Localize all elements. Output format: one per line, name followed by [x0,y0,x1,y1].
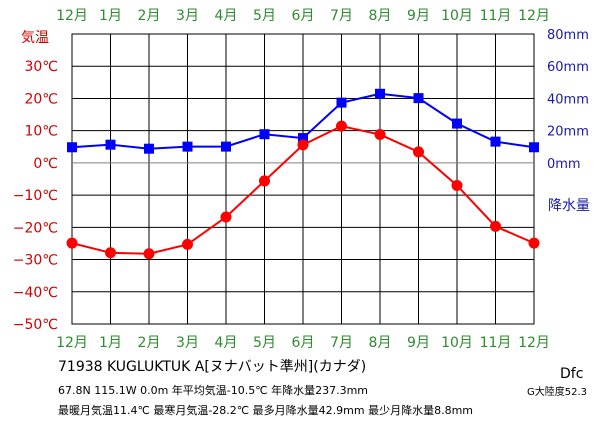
temperature-tick-label: −20℃ [13,220,58,236]
temperature-point [336,120,347,132]
temperature-tick-label: 10℃ [24,124,58,140]
month-label: 12月 [56,335,88,351]
bottom-month-labels: 12月 1月 2月 3月 4月 5月 6月 7月 8月 9月 10月 11月 12月 [56,335,550,351]
precipitation-point [144,143,154,154]
precipitation-tick-label: 60mm [547,60,589,75]
temperature-tick-label: −50℃ [13,317,58,333]
temperature-axis-title: 気温 [21,30,49,46]
temperature-point [374,129,386,141]
month-label: 9月 [407,335,430,351]
monthly-extremes-line: 最暖月気温11.4℃ 最寒月気温-28.2℃ 最多月降水量42.9mm 最少月降… [58,403,473,417]
precipitation-tick-label: 40mm [547,92,589,107]
precipitation-axis-title: 降水量 [548,198,590,214]
month-label: 9月 [407,8,430,24]
precipitation-point [375,88,385,99]
precipitation-tick-labels: 80mm 60mm 40mm 20mm 0mm [547,28,589,172]
gridlines [72,34,534,324]
station-label: 71938 KUGLUKTUK A[ヌナバット準州](カナダ) [58,359,366,375]
temperature-point [66,237,78,249]
temperature-point [297,139,309,151]
month-label: 11月 [480,335,512,351]
month-label: 1月 [99,335,122,351]
temperature-tick-label: −30℃ [13,253,58,269]
month-label: 2月 [138,335,161,351]
temperature-point [259,175,270,187]
temperature-point [413,146,424,158]
month-label: 3月 [176,8,199,24]
month-label: 2月 [138,8,161,24]
month-label: 4月 [215,8,238,24]
top-month-labels: 12月 1月 2月 3月 4月 5月 6月 7月 8月 9月 10月 11月 12月 [56,8,550,24]
month-label: 6月 [292,335,315,351]
climate-classification: Dfc [560,366,583,382]
precipitation-point [452,118,462,129]
precipitation-point [336,97,347,108]
month-label: 10月 [441,8,473,24]
precipitation-point [259,129,270,140]
temperature-point [182,238,193,250]
precipitation-point [221,141,231,152]
month-label: 8月 [369,335,392,351]
month-label: 12月 [518,8,550,24]
temperature-tick-labels: 30℃ 20℃ 10℃ 0℃ −10℃ −20℃ −30℃ −40℃ −50℃ [13,59,58,333]
temperature-tick-label: −10℃ [13,188,58,204]
month-label: 11月 [480,8,512,24]
precipitation-point [490,136,501,147]
temperature-point [143,248,155,260]
month-label: 7月 [330,8,353,24]
precipitation-point [182,141,193,152]
precipitation-point [298,133,308,144]
precipitation-tick-label: 0mm [547,157,581,172]
temperature-point [528,237,540,249]
month-label: 1月 [99,8,122,24]
temperature-tick-label: 30℃ [24,59,58,75]
temperature-point [105,247,116,259]
precipitation-point [67,142,77,153]
month-label: 8月 [369,8,392,24]
station-stats-line: 67.8N 115.1W 0.0m 年平均気温-10.5℃ 年降水量237.3m… [58,383,368,397]
month-label: 10月 [441,335,473,351]
precipitation-point [413,93,424,104]
month-label: 6月 [292,8,315,24]
precipitation-tick-label: 80mm [547,28,589,43]
temperature-point [220,211,232,223]
temperature-tick-label: 0℃ [33,156,58,172]
month-label: 12月 [518,335,550,351]
temperature-tick-label: 20℃ [24,91,58,107]
temperature-tick-label: −40℃ [13,285,58,301]
month-label: 12月 [56,8,88,24]
month-label: 7月 [330,335,353,351]
precipitation-tick-label: 20mm [547,125,589,140]
precipitation-point [105,139,116,150]
temperature-series [66,120,540,260]
month-label: 5月 [253,335,276,351]
precipitation-point [529,142,539,153]
month-label: 3月 [176,335,199,351]
month-label: 5月 [253,8,276,24]
continentality-index: G大陸度52.3 [527,385,587,398]
precipitation-series [67,88,539,154]
temperature-point [451,179,463,191]
temperature-point [490,220,501,232]
month-label: 4月 [215,335,238,351]
